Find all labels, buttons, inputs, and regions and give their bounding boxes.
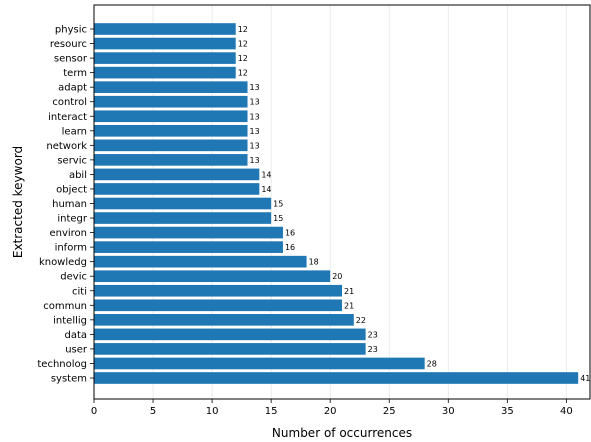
bar-learn	[94, 124, 248, 137]
bars	[94, 23, 579, 384]
data-label-control: 13	[250, 98, 260, 107]
x-axis-ticks: 0 5 10 15 20 25 30 35 40	[91, 399, 573, 417]
data-label-integr: 15	[273, 214, 283, 223]
x-tick-label: 0	[91, 406, 97, 417]
y-tick-label-adapt: adapt	[58, 83, 87, 94]
bar-integr	[94, 212, 272, 224]
y-tick-label-abil: abil	[69, 170, 87, 181]
y-tick-label-system: system	[51, 374, 87, 385]
y-tick-label-commun: commun	[43, 301, 87, 312]
y-tick-label-servic: servic	[57, 155, 87, 166]
bar-interact	[94, 110, 248, 123]
y-tick-label-user: user	[65, 344, 88, 355]
y-tick-label-sensor: sensor	[54, 54, 88, 65]
y-tick-label-knowledg: knowledg	[39, 257, 87, 268]
bar-system	[94, 372, 579, 384]
data-label-system: 41	[580, 374, 590, 383]
bar-intellig	[94, 314, 354, 326]
data-label-environ: 16	[285, 229, 295, 238]
bar-object	[94, 183, 260, 195]
bar-adapt	[94, 81, 248, 93]
data-label-sensor: 12	[238, 54, 248, 63]
y-tick-label-interact: interact	[48, 112, 87, 123]
bar-resourc	[94, 37, 236, 50]
y-tick-label-resourc: resourc	[50, 39, 87, 50]
y-tick-label-devic: devic	[60, 272, 87, 283]
data-label-data: 23	[368, 330, 378, 339]
data-label-knowledg: 18	[309, 258, 319, 267]
bar-term	[94, 66, 236, 79]
x-tick-label: 25	[383, 406, 396, 417]
y-tick-label-term: term	[63, 68, 87, 79]
data-labels: 1212121213131313131314141515161618202121…	[238, 25, 591, 383]
y-tick-label-network: network	[46, 141, 87, 152]
bar-physic	[94, 23, 236, 35]
bar-inform	[94, 241, 283, 253]
bar-user	[94, 343, 366, 355]
y-tick-label-control: control	[52, 97, 87, 108]
x-tick-label: 15	[265, 406, 278, 417]
data-label-intellig: 22	[356, 316, 366, 325]
x-tick-label: 20	[324, 406, 337, 417]
y-tick-label-environ: environ	[49, 228, 87, 239]
bar-environ	[94, 226, 283, 239]
y-axis-label: Extracted keyword	[11, 146, 25, 258]
data-label-network: 13	[250, 141, 260, 150]
y-tick-label-human: human	[52, 199, 87, 210]
y-tick-label-learn: learn	[62, 126, 87, 137]
data-label-human: 15	[273, 200, 283, 209]
bar-servic	[94, 154, 248, 166]
plot-frame	[93, 4, 591, 400]
bar-technolog	[94, 357, 425, 370]
y-axis-ticks: physic resourc sensor term adapt control inter…	[37, 25, 94, 385]
data-label-servic: 13	[250, 156, 260, 165]
y-tick-label-technolog: technolog	[37, 359, 87, 370]
bar-network	[94, 139, 248, 152]
x-tick-label: 5	[150, 406, 156, 417]
data-label-abil: 14	[261, 170, 271, 179]
x-tick-label: 40	[560, 406, 573, 417]
data-label-inform: 16	[285, 243, 295, 252]
bar-data	[94, 328, 366, 341]
data-label-learn: 13	[250, 127, 260, 136]
data-label-user: 23	[368, 345, 378, 354]
y-tick-label-citi: citi	[72, 286, 87, 297]
data-label-technolog: 28	[427, 359, 437, 368]
data-label-citi: 21	[344, 287, 354, 296]
data-label-term: 12	[238, 69, 248, 78]
y-tick-label-object: object	[56, 184, 87, 195]
y-tick-label-physic: physic	[55, 25, 87, 36]
bar-control	[94, 95, 248, 108]
data-label-resourc: 12	[238, 40, 248, 49]
bar-commun	[94, 299, 342, 312]
bar-devic	[94, 270, 331, 283]
bar-abil	[94, 168, 260, 181]
x-tick-label: 35	[501, 406, 514, 417]
bar-human	[94, 197, 272, 210]
data-label-devic: 20	[332, 272, 342, 281]
x-tick-label: 30	[442, 406, 455, 417]
y-tick-label-inform: inform	[55, 243, 87, 254]
data-label-object: 14	[261, 185, 271, 194]
x-axis-label: Number of occurrences	[272, 426, 412, 440]
bar-sensor	[94, 52, 236, 64]
data-label-physic: 12	[238, 25, 248, 34]
data-label-adapt: 13	[250, 83, 260, 92]
y-tick-label-integr: integr	[57, 214, 88, 225]
bar-citi	[94, 284, 342, 297]
data-label-interact: 13	[250, 112, 260, 121]
x-tick-label: 10	[206, 406, 219, 417]
y-tick-label-intellig: intellig	[53, 315, 87, 326]
bar-knowledg	[94, 255, 307, 268]
data-label-commun: 21	[344, 301, 354, 310]
y-tick-label-data: data	[64, 330, 87, 341]
